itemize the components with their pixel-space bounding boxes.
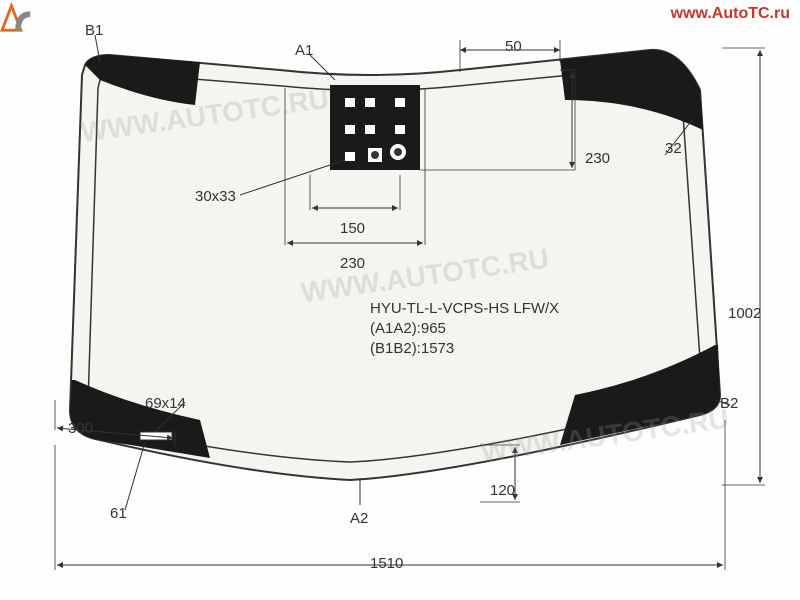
b1b2-dim: (B1B2):1573	[370, 340, 454, 357]
dim-230h: 230	[340, 255, 365, 272]
label-B2: B2	[720, 395, 738, 412]
dim-230v: 230	[585, 150, 610, 167]
dim-61: 61	[110, 505, 127, 522]
dim-69x14: 69x14	[145, 395, 186, 412]
dim-1002: 1002	[728, 305, 761, 322]
dim-150: 150	[340, 220, 365, 237]
dim-300: 300	[68, 420, 93, 437]
label-B1: B1	[85, 22, 103, 39]
source-url: www.AutoTC.ru	[671, 5, 790, 23]
diagram-container: { "url_text": "www.AutoTC.ru", "watermar…	[0, 0, 800, 600]
label-A1: A1	[295, 42, 313, 59]
dim-32: 32	[665, 140, 682, 157]
part-code: HYU-TL-L-VCPS-HS LFW/X	[370, 300, 559, 317]
dim-1510: 1510	[370, 555, 403, 572]
autotc-logo	[0, 2, 38, 34]
a1a2-dim: (A1A2):965	[370, 320, 446, 337]
dim-30x33: 30x33	[195, 188, 236, 205]
dim-50: 50	[505, 38, 522, 55]
dim-120: 120	[490, 482, 515, 499]
label-A2: A2	[350, 510, 368, 527]
